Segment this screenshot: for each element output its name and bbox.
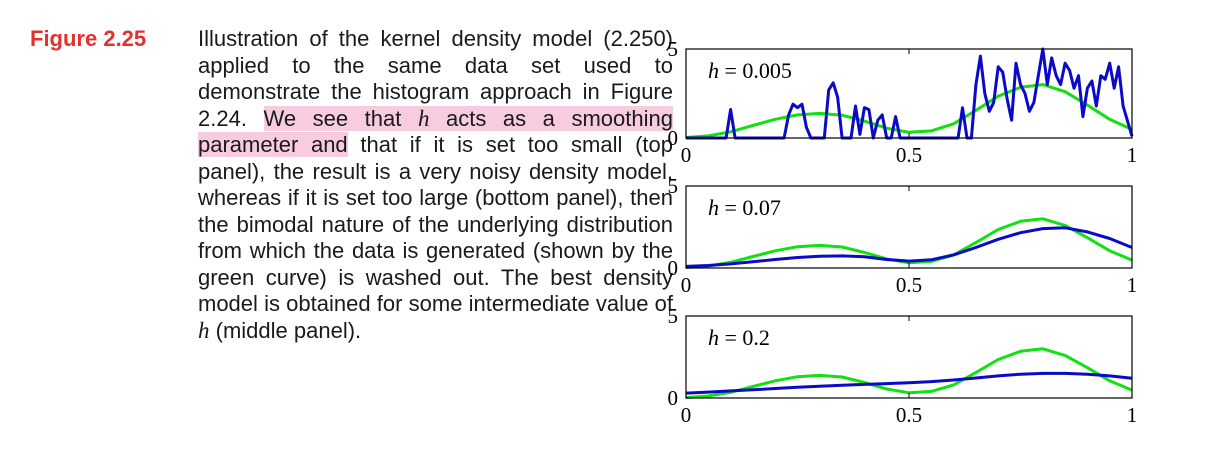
true-density-curve — [685, 83, 1133, 139]
true-density-curve — [685, 217, 1133, 269]
y-tick-label: 5 — [668, 304, 679, 328]
x-tick-label: 0 — [681, 403, 692, 427]
figure-label: Figure 2.25 — [30, 26, 147, 51]
x-tick-label: 0 — [681, 273, 692, 297]
bandwidth-annotation: h = 0.07 — [708, 195, 781, 220]
kde-curve — [685, 371, 1133, 395]
y-tick-label: 5 — [668, 174, 679, 198]
caption-text: Illustration of the kernel density model… — [198, 26, 673, 344]
plot-panel: 0 0.5 1 0 5 h = 0.07 — [668, 174, 1138, 297]
bandwidth-annotation: h = 0.005 — [708, 58, 792, 83]
x-tick-label: 1 — [1127, 143, 1138, 167]
y-tick-label: 5 — [668, 37, 679, 61]
y-tick-label: 0 — [668, 386, 679, 410]
bandwidth-annotation: h = 0.2 — [708, 325, 770, 350]
x-tick-label: 0.5 — [896, 403, 922, 427]
true-density-curve — [685, 347, 1133, 399]
caption-highlight-b: acts as a smoothing parameter and — [198, 105, 673, 158]
math-h: h — [198, 317, 210, 343]
x-tick-label: 1 — [1127, 273, 1138, 297]
x-tick-label: 0.5 — [896, 143, 922, 167]
caption-highlight-a: We see that — [263, 105, 402, 131]
plot-panel: 0 0.5 1 0 5 h = 0.2 — [668, 304, 1138, 427]
math-h: h — [417, 105, 430, 131]
plot-panel: 0 0.5 1 0 5 h = 0.005 — [668, 37, 1138, 167]
caption-part3: (middle panel). — [215, 317, 362, 343]
y-tick-label: 0 — [668, 126, 679, 150]
x-tick-label: 0 — [681, 143, 692, 167]
caption-part2: that if it is set too small (top panel),… — [198, 132, 673, 316]
caption-part1: Illustration of the kernel density model… — [198, 26, 673, 131]
kde-curve — [685, 226, 1133, 268]
x-tick-label: 1 — [1127, 403, 1138, 427]
y-tick-label: 0 — [668, 256, 679, 280]
x-tick-label: 0.5 — [896, 273, 922, 297]
